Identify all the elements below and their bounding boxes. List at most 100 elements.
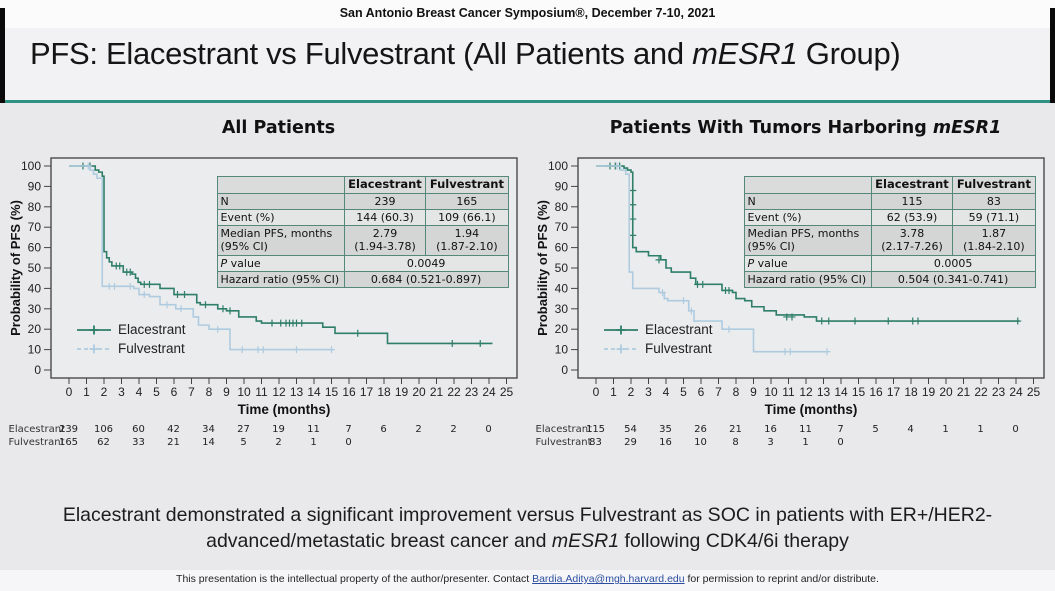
risk-count: 27	[237, 424, 250, 435]
stats-col-header	[216, 176, 345, 194]
risk-count: 14	[202, 437, 215, 448]
risk-count: 3	[767, 437, 774, 448]
risk-row-label: Fulvestrant	[535, 437, 592, 448]
svg-text:100: 100	[547, 159, 567, 173]
svg-text:100: 100	[20, 159, 40, 173]
svg-text:20: 20	[554, 322, 568, 336]
stats-row-label: Median PFS, months (95% CI)	[743, 225, 872, 256]
risk-count: 26	[694, 424, 707, 435]
svg-text:16: 16	[342, 385, 356, 399]
fulvestrant-censor-marks	[613, 162, 830, 356]
stats-table-mesr1: Elacestrant Fulvestrant N 115 83 Event (%) 62 …	[743, 176, 1036, 288]
risk-row-label: Elacestrant	[8, 424, 66, 435]
risk-row-label: Elacestrant	[535, 424, 593, 435]
legend-swatch-fulvestrant	[603, 344, 638, 354]
number-at-risk-row-elacestrant: Elacestrant 115 54 35 26 21 16 11 7 5 4 1 1 0	[534, 424, 1048, 437]
stats-value: 0.504 (0.341-0.741)	[870, 270, 1036, 288]
number-at-risk-mesr1: Elacestrant 115 54 35 26 21 16 11 7 5 4 1 1 0 Fulvestr…	[534, 424, 1048, 450]
risk-count: 34	[202, 424, 215, 435]
stats-row-label: P value	[216, 254, 345, 272]
elacestrant-curve	[595, 165, 1019, 322]
risk-count: 21	[167, 437, 180, 448]
stats-row: Median PFS, months (95% CI) 3.78 (2.17-7.…	[743, 225, 1036, 256]
svg-text:10: 10	[237, 385, 251, 399]
stats-row: N 115 83	[743, 192, 1036, 210]
risk-count: 5	[240, 437, 247, 448]
svg-text:80: 80	[554, 200, 568, 214]
panel-all-patients: All Patients 0 10 20 30 40 50 60 70 80 90 100 0 1 2 3 4…	[0, 118, 527, 450]
panel-mesr1: Patients With Tumors Harboring mESR1 0 10…	[527, 118, 1054, 450]
legend-label-elacestrant: Elacestrant	[645, 322, 713, 337]
contact-email-link[interactable]: Bardia.Aditya@mgh.harvard.edu	[532, 573, 685, 585]
title-accent-rule	[5, 100, 1050, 103]
risk-row-label: Fulvestrant	[8, 437, 65, 448]
svg-text:0: 0	[34, 363, 41, 377]
svg-text:20: 20	[939, 385, 953, 399]
risk-count: 6	[380, 424, 387, 435]
stats-row: N 239 165	[216, 192, 509, 210]
risk-count: 0	[1012, 424, 1019, 435]
risk-count: 5	[872, 424, 879, 435]
svg-text:11: 11	[782, 385, 795, 399]
risk-count: 7	[837, 424, 844, 435]
svg-text:12: 12	[799, 385, 813, 399]
stats-row: P value 0.0005	[743, 254, 1036, 272]
conclusion-line2: advanced/metastatic breast cancer and mE…	[206, 530, 849, 553]
svg-text:23: 23	[464, 385, 478, 399]
stats-value: 1.94 (1.87-2.10)	[425, 225, 509, 256]
svg-text:18: 18	[377, 385, 391, 399]
stats-value: 109 (66.1)	[425, 208, 509, 227]
number-at-risk-row-fulvestrant: Fulvestrant 165 62 33 21 14 5 2 1 0	[7, 437, 521, 450]
stats-value: 115	[870, 192, 954, 210]
svg-text:17: 17	[886, 385, 900, 399]
risk-count: 8	[732, 437, 739, 448]
stats-row-label: N	[743, 192, 872, 210]
legend-label-elacestrant: Elacestrant	[118, 322, 186, 337]
svg-text:17: 17	[359, 385, 373, 399]
svg-text:18: 18	[904, 385, 918, 399]
stats-row: Event (%) 62 (53.9) 59 (71.1)	[743, 208, 1036, 227]
stats-col-header: Elacestrant	[870, 176, 954, 194]
footer-disclaimer: This presentation is the intellectual pr…	[0, 570, 1055, 591]
stats-value: 239	[343, 192, 427, 210]
stats-value: 62 (53.9)	[870, 208, 954, 227]
panel-title-mesr1: Patients With Tumors Harboring mESR1	[609, 118, 1002, 138]
svg-text:9: 9	[750, 385, 757, 399]
risk-count: 2	[415, 424, 422, 435]
stats-col-header	[743, 176, 872, 194]
svg-text:70: 70	[27, 220, 41, 234]
stats-row: Median PFS, months (95% CI) 2.79 (1.94-3.…	[216, 225, 509, 256]
stats-value: 3.78 (2.17-7.26)	[870, 225, 954, 256]
svg-text:25: 25	[1026, 385, 1040, 399]
svg-text:14: 14	[307, 385, 321, 399]
risk-count: 0	[345, 437, 352, 448]
svg-text:50: 50	[554, 261, 568, 275]
svg-text:8: 8	[732, 385, 739, 399]
stats-value: 2.79 (1.94-3.78)	[343, 225, 427, 256]
x-axis	[595, 378, 1034, 384]
stats-value: 0.684 (0.521-0.897)	[343, 270, 509, 288]
stats-col-header: Fulvestrant	[425, 176, 509, 194]
fulvestrant-curve	[595, 165, 827, 353]
left-edge-bar	[0, 8, 5, 103]
risk-count: 2	[275, 437, 282, 448]
svg-text:13: 13	[816, 385, 830, 399]
svg-text:90: 90	[554, 179, 568, 193]
stats-value: 165	[425, 192, 509, 210]
stats-value: 0.0049	[343, 254, 509, 272]
risk-count: 29	[624, 437, 637, 448]
risk-count: 1	[942, 424, 949, 435]
svg-text:1: 1	[610, 385, 617, 399]
svg-text:10: 10	[27, 343, 41, 357]
svg-text:7: 7	[188, 385, 195, 399]
legend-label-fulvestrant: Fulvestrant	[645, 341, 712, 356]
x-axis-title: Time (months)	[237, 402, 330, 417]
svg-text:21: 21	[429, 385, 443, 399]
risk-count: 11	[799, 424, 812, 435]
svg-text:11: 11	[255, 385, 268, 399]
page-title: PFS: Elacestrant vs Fulvestrant (All Pat…	[30, 36, 901, 72]
x-axis	[68, 378, 507, 384]
stats-row-label: Hazard ratio (95% CI)	[743, 270, 872, 288]
stats-row-label: Median PFS, months (95% CI)	[216, 225, 345, 256]
svg-text:3: 3	[645, 385, 652, 399]
